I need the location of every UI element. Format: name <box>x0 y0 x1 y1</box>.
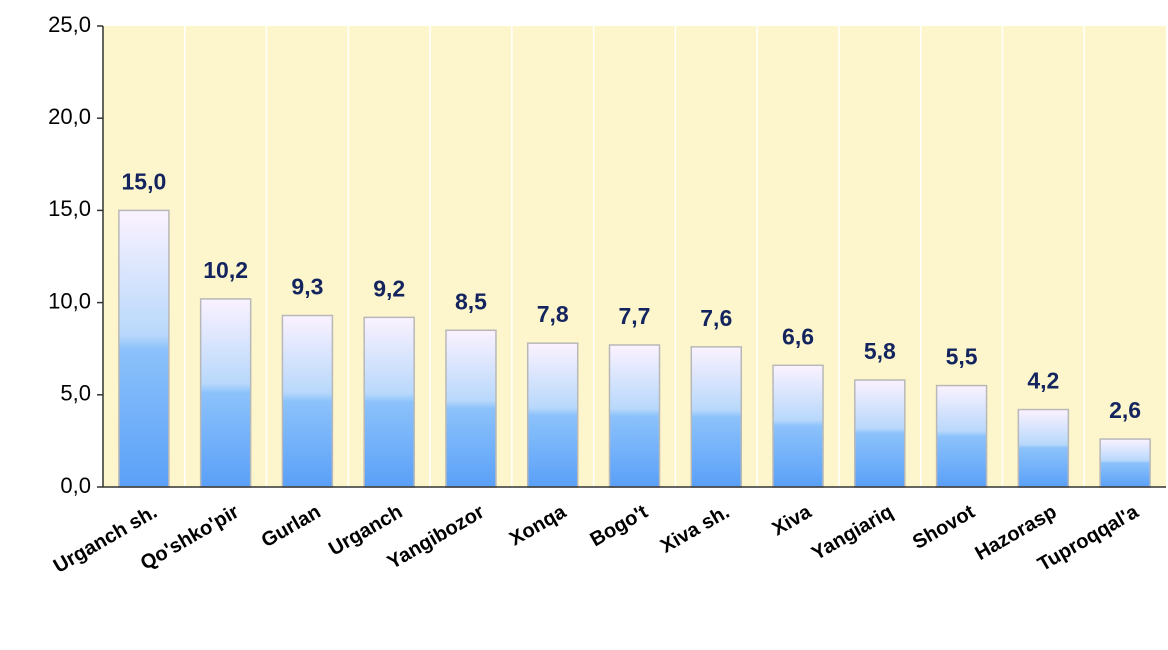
y-tick-label: 15,0 <box>48 196 91 221</box>
y-tick-label: 5,0 <box>60 381 91 406</box>
y-tick-label: 25,0 <box>48 12 91 37</box>
y-tick-label: 20,0 <box>48 104 91 129</box>
value-label: 8,5 <box>455 288 487 314</box>
value-label: 6,6 <box>782 323 814 349</box>
value-label: 7,7 <box>619 303 651 329</box>
value-label: 2,6 <box>1109 397 1141 423</box>
bar <box>526 342 579 488</box>
value-label: 15,0 <box>122 168 167 194</box>
x-tick-label: Gurlan <box>258 501 325 552</box>
bar <box>445 329 497 488</box>
y-tick-label: 0,0 <box>60 473 91 498</box>
x-tick-label: Shovot <box>909 501 979 554</box>
x-tick-label: Xonqa <box>506 500 571 550</box>
bar <box>935 384 988 488</box>
value-label: 10,2 <box>203 257 248 283</box>
x-tick-label: Yangiariq <box>808 501 897 565</box>
bar <box>608 344 661 488</box>
bar <box>772 364 824 488</box>
x-tick-label: Xiva <box>769 500 816 540</box>
bar <box>118 209 170 488</box>
bar <box>281 314 334 488</box>
x-tick-label: Bogo't <box>587 501 652 551</box>
bar <box>690 346 743 488</box>
value-label: 5,8 <box>864 338 896 364</box>
y-tick-label: 10,0 <box>48 288 91 313</box>
value-label: 7,8 <box>537 301 569 327</box>
value-label: 4,2 <box>1027 368 1059 394</box>
value-label: 9,3 <box>291 274 323 300</box>
bar <box>363 316 415 488</box>
bar <box>199 298 252 488</box>
value-label: 5,5 <box>946 344 978 370</box>
bar <box>1017 408 1070 488</box>
bar <box>854 379 906 488</box>
x-tick-label: Xiva sh. <box>657 501 733 558</box>
value-label: 7,6 <box>700 305 732 331</box>
value-label: 9,2 <box>373 275 405 301</box>
bar <box>1099 438 1151 488</box>
